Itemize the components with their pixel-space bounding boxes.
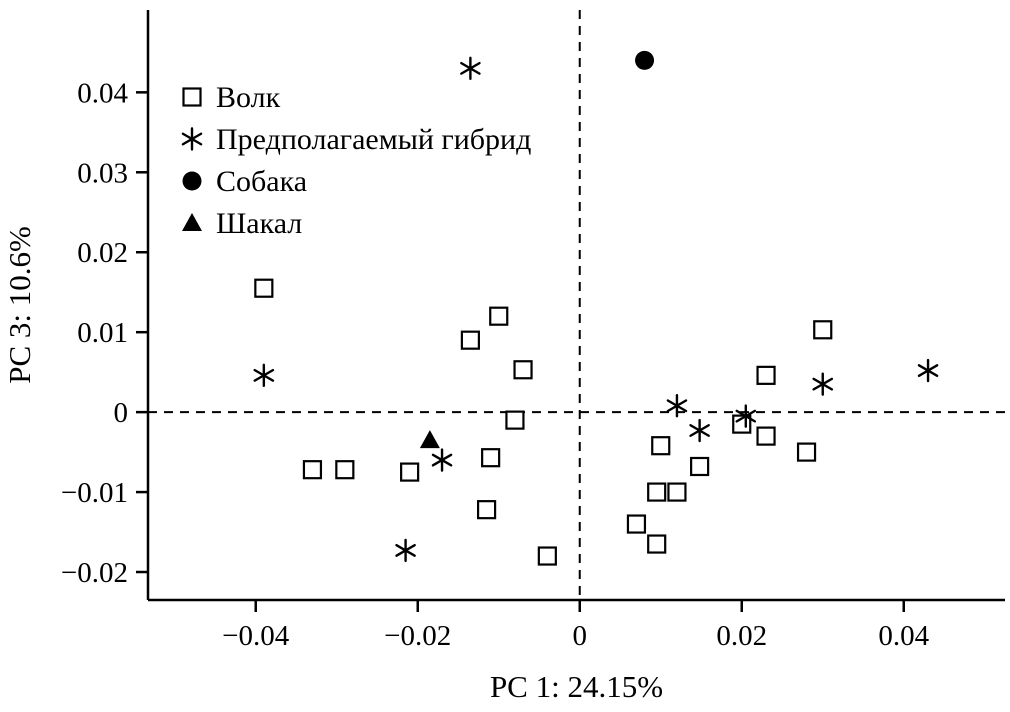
y-tick-label: 0 [114, 397, 129, 429]
y-tick-label: 0.01 [77, 317, 128, 349]
data-point-hybrid [917, 358, 939, 383]
data-point-hybrid [395, 538, 416, 563]
x-tick-label: −0.04 [222, 620, 290, 652]
data-point-wolf [647, 534, 667, 554]
data-point-hybrid [253, 363, 275, 388]
y-tick-label: 0.04 [77, 77, 128, 109]
data-point-wolf [796, 442, 817, 462]
data-point-wolf [489, 306, 509, 326]
y-tick-label: 0.02 [77, 237, 128, 269]
legend-label-wolf: Волк [216, 81, 281, 114]
data-point-wolf [813, 320, 833, 340]
data-point-wolf [626, 514, 647, 534]
data-point-wolf [756, 365, 776, 385]
data-point-wolf [651, 436, 671, 456]
data-point-wolf [400, 462, 420, 482]
data-point-wolf [460, 330, 480, 350]
legend-item-dog: Собака [182, 165, 307, 198]
legend-marker-dog [182, 171, 202, 191]
data-point-wolf [254, 278, 274, 298]
data-point-wolf [756, 426, 776, 446]
legend-item-jackal: Шакал [182, 207, 302, 240]
legend-label-jackal: Шакал [216, 207, 302, 240]
legend-marker-wolf [182, 87, 202, 107]
legend-label-dog: Собака [216, 165, 307, 198]
data-point-wolf [667, 482, 687, 502]
x-axis-label: PC 1: 24.15% [490, 669, 663, 704]
y-tick-label: −0.02 [61, 557, 128, 589]
data-point-wolf [513, 360, 533, 380]
data-point-hybrid [460, 56, 481, 81]
data-point-wolf [690, 456, 710, 477]
data-point-wolf [647, 482, 667, 502]
y-tick-label: 0.03 [77, 157, 128, 189]
data-point-hybrid [431, 448, 453, 472]
x-tick-label: 0.02 [716, 620, 767, 652]
y-axis-label: PC 3: 10.6% [2, 226, 37, 384]
x-tick-label: −0.02 [384, 620, 451, 652]
data-point-hybrid [666, 394, 688, 418]
data-point-wolf [537, 546, 557, 566]
data-point-hybrid [812, 372, 834, 396]
legend-item-wolf: Волк [182, 81, 281, 114]
data-point-wolf [302, 460, 323, 480]
legend-label-hybrid: Предполагаемый гибрид [216, 123, 531, 156]
x-tick-label: 0.04 [878, 620, 929, 652]
data-point-wolf [481, 448, 501, 468]
data-point-wolf [335, 460, 355, 480]
data-point-hybrid [735, 404, 757, 428]
y-tick-label: −0.01 [61, 477, 128, 509]
data-point-wolf [476, 500, 497, 520]
data-point-wolf [505, 410, 525, 430]
data-point-dog [635, 50, 655, 70]
legend-item-hybrid: Предполагаемый гибрид [181, 123, 531, 156]
legend-marker-jackal [182, 213, 202, 231]
data-point-jackal [419, 430, 440, 449]
legend-marker-hybrid [181, 127, 203, 151]
data-point-hybrid [689, 418, 710, 443]
x-tick-label: 0 [572, 620, 587, 652]
